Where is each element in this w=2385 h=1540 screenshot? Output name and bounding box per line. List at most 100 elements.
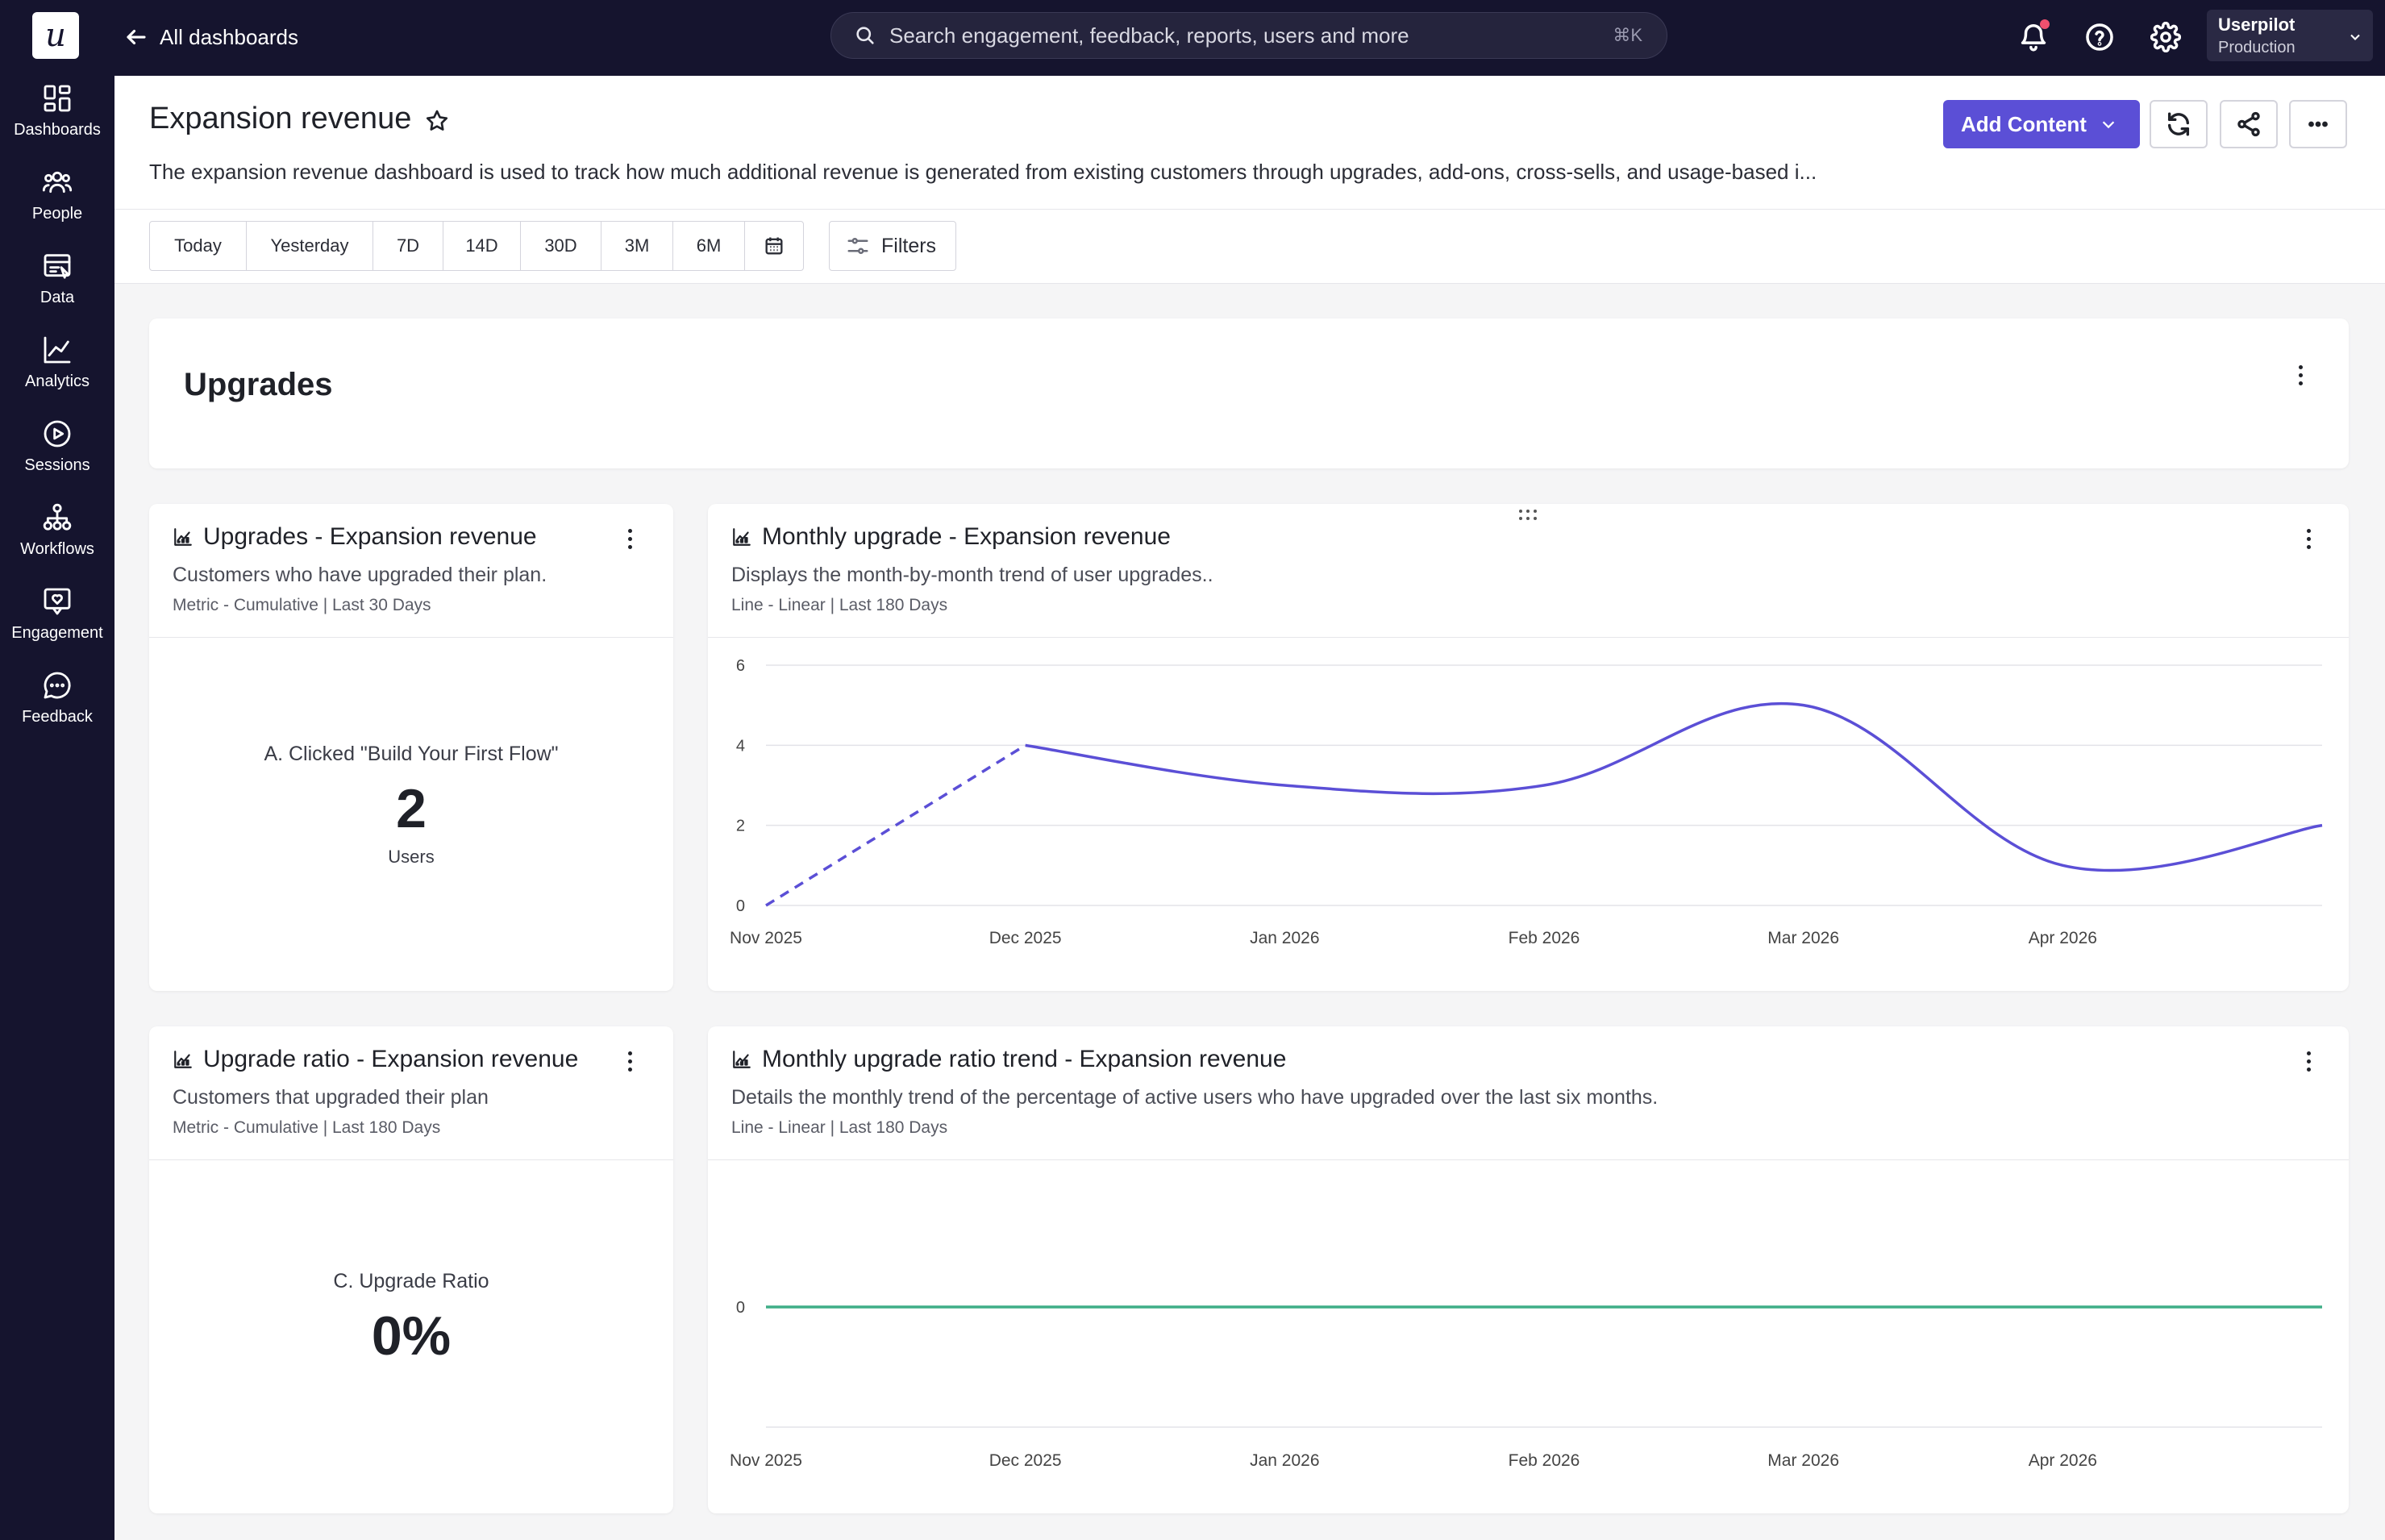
monthly-upgrade-line-chart: 0 2 4 6 Nov 2025 Dec 2025 Jan 2026 Feb 2026 Mar … [730, 657, 2323, 947]
range-30d[interactable]: 30D [521, 222, 601, 270]
x-tick-label: Feb 2026 [1509, 929, 1580, 947]
card-header: Monthly upgrade ratio trend - Expansion … [708, 1026, 2349, 1160]
notifications-button[interactable] [2016, 19, 2051, 55]
y-tick-label: 4 [736, 737, 745, 755]
metric-block: A. Clicked "Build Your First Flow" 2 Use… [149, 743, 673, 868]
sidebar-item-label: People [31, 205, 83, 223]
x-tick-label: Jan 2026 [1250, 1451, 1319, 1470]
range-14d[interactable]: 14D [443, 222, 521, 270]
metric-label: A. Clicked "Build Your First Flow" [264, 743, 559, 765]
notification-dot [2040, 19, 2050, 29]
card-meta: Metric - Cumulative | Last 30 Days [173, 596, 431, 614]
card-menu-button[interactable] [620, 1045, 639, 1077]
sidebar-item-feedback[interactable]: Feedback [0, 669, 114, 742]
engagement-icon [44, 588, 71, 615]
global-search[interactable]: ⌘K [830, 12, 1667, 59]
range-today[interactable]: Today [150, 222, 247, 270]
refresh-icon [2167, 112, 2190, 136]
card-title-text: Upgrade ratio - Expansion revenue [203, 1046, 579, 1072]
range-yesterday[interactable]: Yesterday [247, 222, 373, 270]
more-horizontal-icon [2308, 121, 2328, 127]
settings-button[interactable] [2148, 19, 2183, 55]
back-to-dashboards-link[interactable]: All dashboards [124, 21, 298, 53]
monthly-upgrade-chart-card: Monthly upgrade - Expansion revenue Disp… [708, 504, 2349, 991]
sidebar-item-analytics[interactable]: Analytics [0, 334, 114, 406]
back-label: All dashboards [160, 24, 298, 49]
help-icon [2086, 23, 2113, 51]
logo-letter: u [45, 17, 66, 54]
filter-bar: Today Yesterday 7D 14D 30D 3M 6M Filters [114, 210, 2385, 284]
series-line [1025, 701, 2323, 872]
data-icon [44, 254, 71, 279]
x-tick-label: Jan 2026 [1250, 929, 1319, 947]
upgrades-metric-card: Upgrades - Expansion revenue Customers w… [149, 504, 673, 991]
chart-icon [174, 1051, 192, 1068]
account-name: Userpilot [2218, 15, 2296, 35]
refresh-button[interactable] [2150, 100, 2208, 148]
card-meta: Metric - Cumulative | Last 180 Days [173, 1118, 441, 1137]
y-tick-label: 0 [736, 897, 745, 915]
date-range-selector: Today Yesterday 7D 14D 30D 3M 6M [149, 221, 804, 271]
card-menu-button[interactable] [2299, 1045, 2318, 1077]
card-title: Monthly upgrade ratio trend - Expansion … [731, 1046, 1286, 1073]
card-menu-button[interactable] [620, 522, 639, 555]
sidebar-item-data[interactable]: Data [0, 250, 114, 323]
workflows-icon [43, 503, 72, 531]
section-menu-button[interactable] [2291, 359, 2310, 391]
star-icon[interactable] [424, 108, 450, 134]
card-title-text: Monthly upgrade ratio trend - Expansion … [762, 1046, 1287, 1072]
calendar-icon [765, 237, 783, 255]
x-tick-label: Nov 2025 [730, 929, 802, 947]
card-subtitle: Customers who have upgraded their plan. [173, 564, 547, 586]
card-meta: Line - Linear | Last 180 Days [731, 1118, 948, 1137]
filters-label: Filters [881, 234, 937, 257]
card-header: Monthly upgrade - Expansion revenue Disp… [708, 504, 2349, 638]
metric-unit: Users [388, 847, 435, 867]
section-header-card: Upgrades [149, 318, 2349, 468]
feedback-icon [44, 672, 71, 699]
card-header: Upgrades - Expansion revenue Customers w… [149, 504, 673, 638]
sidebar-item-label: Sessions [24, 456, 90, 474]
help-button[interactable] [2082, 19, 2117, 55]
range-7d[interactable]: 7D [373, 222, 443, 270]
x-tick-label: Dec 2025 [989, 929, 1062, 947]
custom-date-button[interactable] [745, 222, 803, 270]
sidebar: u Dashboards People Data Analytics Sessi… [0, 0, 114, 1540]
analytics-icon [44, 336, 71, 364]
x-tick-label: Apr 2026 [2029, 1451, 2097, 1470]
sidebar-item-label: Dashboards [14, 121, 101, 139]
more-options-button[interactable] [2289, 100, 2347, 148]
range-6m[interactable]: 6M [673, 222, 745, 270]
metric-label: C. Upgrade Ratio [333, 1270, 489, 1292]
card-title: Upgrades - Expansion revenue [173, 523, 537, 551]
card-title-text: Upgrades - Expansion revenue [203, 523, 537, 550]
y-tick-label: 6 [736, 657, 745, 675]
add-content-button[interactable]: Add Content [1943, 100, 2140, 148]
sidebar-item-workflows[interactable]: Workflows [0, 502, 114, 574]
sidebar-item-sessions[interactable]: Sessions [0, 418, 114, 490]
filters-button[interactable]: Filters [829, 221, 956, 271]
search-input[interactable] [889, 23, 1613, 48]
y-tick-label: 0 [736, 1299, 745, 1317]
metric-value: 0% [371, 1305, 452, 1367]
drag-handle-icon[interactable] [1517, 507, 1539, 523]
range-3m[interactable]: 3M [601, 222, 673, 270]
sidebar-item-engagement[interactable]: Engagement [0, 585, 114, 658]
card-header: Upgrade ratio - Expansion revenue Custom… [149, 1026, 673, 1160]
sidebar-item-label: Feedback [22, 708, 93, 726]
gear-icon [2150, 22, 2181, 52]
share-button[interactable] [2220, 100, 2278, 148]
card-subtitle: Customers that upgraded their plan [173, 1086, 489, 1109]
account-switcher[interactable]: Userpilot Production [2207, 10, 2373, 61]
chevron-down-icon [2350, 34, 2360, 40]
userpilot-logo[interactable]: u [32, 12, 79, 59]
page-title: Expansion revenue [149, 102, 412, 135]
sliders-icon [847, 238, 868, 254]
sidebar-item-dashboards[interactable]: Dashboards [0, 82, 114, 155]
add-content-label: Add Content [1961, 111, 2087, 136]
sidebar-item-label: Data [40, 289, 75, 306]
card-menu-button[interactable] [2299, 522, 2318, 555]
sidebar-item-people[interactable]: People [0, 166, 114, 239]
metric-value: 2 [396, 778, 427, 839]
card-title-text: Monthly upgrade - Expansion revenue [762, 523, 1171, 550]
